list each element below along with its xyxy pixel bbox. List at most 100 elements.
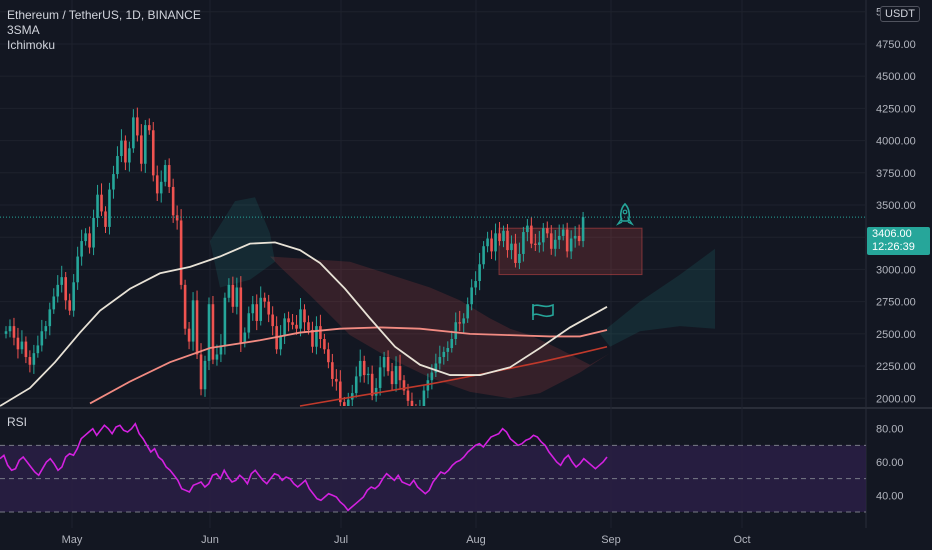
candle-body [422, 390, 426, 406]
candle-body [370, 373, 374, 396]
indicator-ichimoku[interactable]: Ichimoku [7, 38, 56, 52]
candle-body [215, 354, 219, 360]
price-tick-label: 4250.00 [876, 103, 916, 115]
candle-body [438, 357, 442, 364]
candle-body [155, 175, 159, 194]
candle-body [60, 277, 64, 285]
candle-body [474, 281, 477, 288]
candle-body [545, 228, 549, 234]
candle-body [335, 378, 338, 382]
candle-body [136, 117, 139, 136]
candle-body [498, 233, 501, 242]
candle-body [434, 363, 438, 373]
month-label: Aug [466, 534, 486, 546]
candle-body [140, 135, 143, 164]
candle-body [442, 351, 446, 358]
candle-body [406, 390, 410, 401]
rsi-pane[interactable] [0, 422, 866, 513]
candle-body [450, 339, 454, 349]
candle-body [486, 238, 489, 247]
month-label: Jul [334, 534, 348, 546]
candle-body [84, 233, 87, 242]
candle-body [339, 381, 342, 403]
candle-body [195, 300, 199, 355]
last-price-value: 3406.00 [872, 228, 912, 240]
candle-body [577, 235, 581, 242]
rsi-tick-label: 80.00 [876, 424, 904, 436]
symbol-title[interactable]: Ethereum / TetherUS, 1D, BINANCE [7, 8, 201, 22]
candle-body [398, 366, 402, 381]
candle-body [199, 354, 203, 390]
candle-body [175, 215, 179, 221]
candle-body [179, 220, 183, 285]
candle-body [430, 372, 434, 381]
currency-button[interactable]: USDT [880, 6, 920, 22]
candle-body [20, 341, 24, 350]
candle-body [104, 211, 107, 227]
candle-body [311, 329, 314, 347]
candle-body [255, 304, 259, 321]
candle-body [247, 313, 251, 333]
candle-body [462, 318, 465, 324]
rsi-label[interactable]: RSI [7, 415, 28, 429]
candle-body [235, 287, 239, 307]
candle-body [64, 277, 67, 301]
price-pane[interactable] [0, 107, 866, 407]
candle-body [526, 225, 529, 233]
ichimoku-bear-cloud [270, 256, 610, 399]
candle-body [299, 309, 302, 329]
candle-body [494, 233, 497, 252]
candle-body [191, 300, 195, 342]
month-label: May [62, 534, 83, 546]
candle-body [303, 309, 306, 323]
candle-body [518, 253, 521, 263]
candle-body [446, 348, 450, 352]
price-tick-label: 4750.00 [876, 39, 916, 51]
candle-body [291, 322, 294, 325]
candle-body [538, 242, 541, 245]
candle-body [549, 233, 553, 249]
price-tick-label: 2250.00 [876, 361, 916, 373]
candle-body [307, 322, 310, 330]
candle-body [530, 225, 533, 244]
month-label: Oct [733, 534, 750, 546]
candle-body [565, 229, 569, 252]
candle-body [171, 186, 175, 216]
candle-body [223, 297, 227, 346]
candle-body [458, 322, 462, 324]
candle-body [76, 256, 79, 283]
candle-body [56, 284, 60, 297]
candle-body [362, 360, 366, 376]
ichimoku-bull-cloud-right [600, 248, 715, 347]
sma-fast-line [0, 241, 608, 407]
candle-body [8, 326, 12, 332]
price-tick-label: 2500.00 [876, 329, 916, 341]
month-label: Jun [201, 534, 219, 546]
candle-body [68, 300, 71, 311]
candle-body [32, 353, 36, 365]
price-tick-label: 2750.00 [876, 297, 916, 309]
rocket-fins [615, 217, 635, 226]
candle-body [116, 156, 119, 175]
candle-body [510, 243, 513, 251]
rsi-line [0, 422, 608, 512]
candle-body [167, 165, 171, 187]
candle-body [24, 341, 28, 358]
candle-body [72, 282, 75, 311]
candle-body [112, 174, 115, 190]
candle-body [48, 309, 52, 327]
candle-body [36, 345, 40, 354]
candle-body [243, 332, 247, 343]
candle-body [581, 217, 585, 242]
candle-body [514, 243, 517, 263]
ichimoku-bull-cloud [210, 197, 275, 288]
candle-body [159, 181, 163, 194]
candle-body [490, 238, 493, 252]
candle-body [410, 400, 414, 406]
indicator-3sma[interactable]: 3SMA [7, 23, 40, 37]
candle-body [88, 233, 91, 248]
rocket-icon [615, 202, 635, 226]
candle-body [569, 238, 573, 252]
candle-body [331, 362, 334, 379]
